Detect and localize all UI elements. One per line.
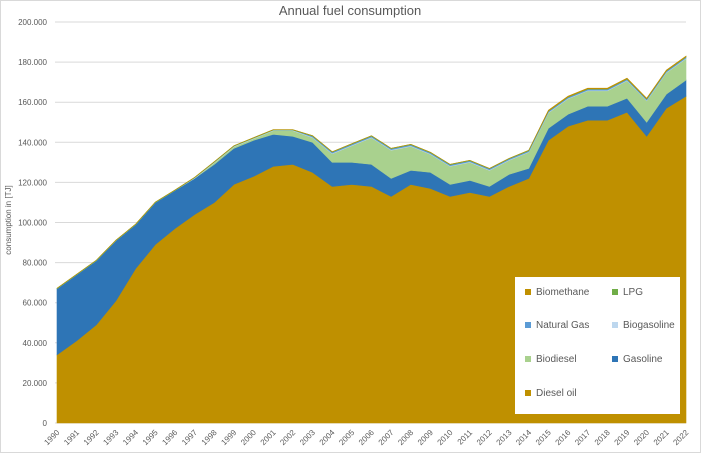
x-tick-label: 2020 (632, 428, 651, 447)
legend-item-biomethane: Biomethane (525, 287, 590, 298)
x-tick-labels: 1990 1991 1992 1993 1994 1995 1996 1997 1998 1999… (42, 428, 690, 447)
x-tick-label: 2006 (357, 428, 376, 447)
y-tick-label: 20.000 (23, 379, 48, 388)
x-tick-label: 1993 (101, 428, 120, 447)
y-tick-label: 100.000 (18, 219, 47, 228)
x-tick-label: 2013 (495, 428, 514, 447)
legend-swatch (612, 289, 618, 295)
legend: Biomethane LPG Natural Gas Biogasoline Biodi… (515, 277, 680, 414)
x-tick-label: 2010 (436, 428, 455, 447)
x-tick-label: 2022 (671, 428, 690, 447)
x-tick-label: 1991 (62, 428, 81, 447)
y-axis-label: consumption in [TJ] (4, 185, 13, 254)
x-tick-label: 1995 (141, 428, 160, 447)
x-tick-label: 2021 (652, 428, 671, 447)
legend-label: Biodiesel (536, 354, 577, 365)
x-tick-label: 2002 (278, 428, 297, 447)
x-tick-label: 1992 (82, 428, 101, 447)
x-tick-label: 2008 (396, 428, 415, 447)
legend-label: LPG (623, 287, 643, 298)
legend-swatch (525, 289, 531, 295)
y-tick-label: 200.000 (18, 18, 47, 27)
x-tick-label: 2018 (593, 428, 612, 447)
x-tick-label: 2019 (612, 428, 631, 447)
y-tick-label: 160.000 (18, 98, 47, 107)
legend-item-gasoline: Gasoline (612, 354, 663, 365)
x-tick-label: 2005 (337, 428, 356, 447)
x-tick-label: 1996 (160, 428, 179, 447)
y-tick-label: 60.000 (23, 299, 48, 308)
x-tick-label: 2017 (573, 428, 592, 447)
y-tick-labels: 0 20.000 40.000 60.000 80.000 100.000 120.000 1… (18, 18, 47, 428)
legend-swatch (612, 322, 618, 328)
x-tick-label: 1997 (180, 428, 199, 447)
legend-item-natural-gas: Natural Gas (525, 320, 589, 331)
x-tick-label: 2000 (239, 428, 258, 447)
x-tick-label: 1990 (42, 428, 61, 447)
chart-title: Annual fuel consumption (279, 3, 421, 18)
y-tick-label: 180.000 (18, 58, 47, 67)
x-tick-label: 2004 (318, 428, 337, 447)
legend-item-diesel-oil: Diesel oil (525, 388, 577, 399)
legend-label: Diesel oil (536, 388, 577, 399)
legend-label: Biomethane (536, 287, 590, 298)
x-tick-label: 2011 (456, 428, 475, 447)
legend-swatch (525, 390, 531, 396)
x-tick-label: 2009 (416, 428, 435, 447)
x-tick-label: 1998 (200, 428, 219, 447)
legend-swatch (525, 322, 531, 328)
area-biomethane (56, 55, 687, 289)
x-tick-label: 1999 (219, 428, 238, 447)
y-tick-label: 120.000 (18, 178, 47, 187)
x-tick-label: 2015 (534, 428, 553, 447)
legend-item-lpg: LPG (612, 287, 643, 298)
y-tick-label: 0 (43, 419, 48, 428)
legend-label: Biogasoline (623, 320, 675, 331)
y-tick-label: 140.000 (18, 138, 47, 147)
x-tick-label: 2016 (554, 428, 573, 447)
y-tick-label: 40.000 (23, 339, 48, 348)
x-tick-label: 1994 (121, 428, 140, 447)
legend-box (515, 277, 680, 414)
x-tick-label: 2012 (475, 428, 494, 447)
legend-swatch (612, 356, 618, 362)
legend-item-biodiesel: Biodiesel (525, 354, 577, 365)
legend-label: Gasoline (623, 354, 663, 365)
x-tick-label: 2003 (298, 428, 317, 447)
legend-swatch (525, 356, 531, 362)
y-tick-label: 80.000 (23, 259, 48, 268)
x-tick-label: 2014 (514, 428, 533, 447)
legend-item-biogasoline: Biogasoline (612, 320, 675, 331)
x-tick-label: 2007 (377, 428, 396, 447)
x-tick-label: 2001 (259, 428, 278, 447)
legend-label: Natural Gas (536, 320, 589, 331)
